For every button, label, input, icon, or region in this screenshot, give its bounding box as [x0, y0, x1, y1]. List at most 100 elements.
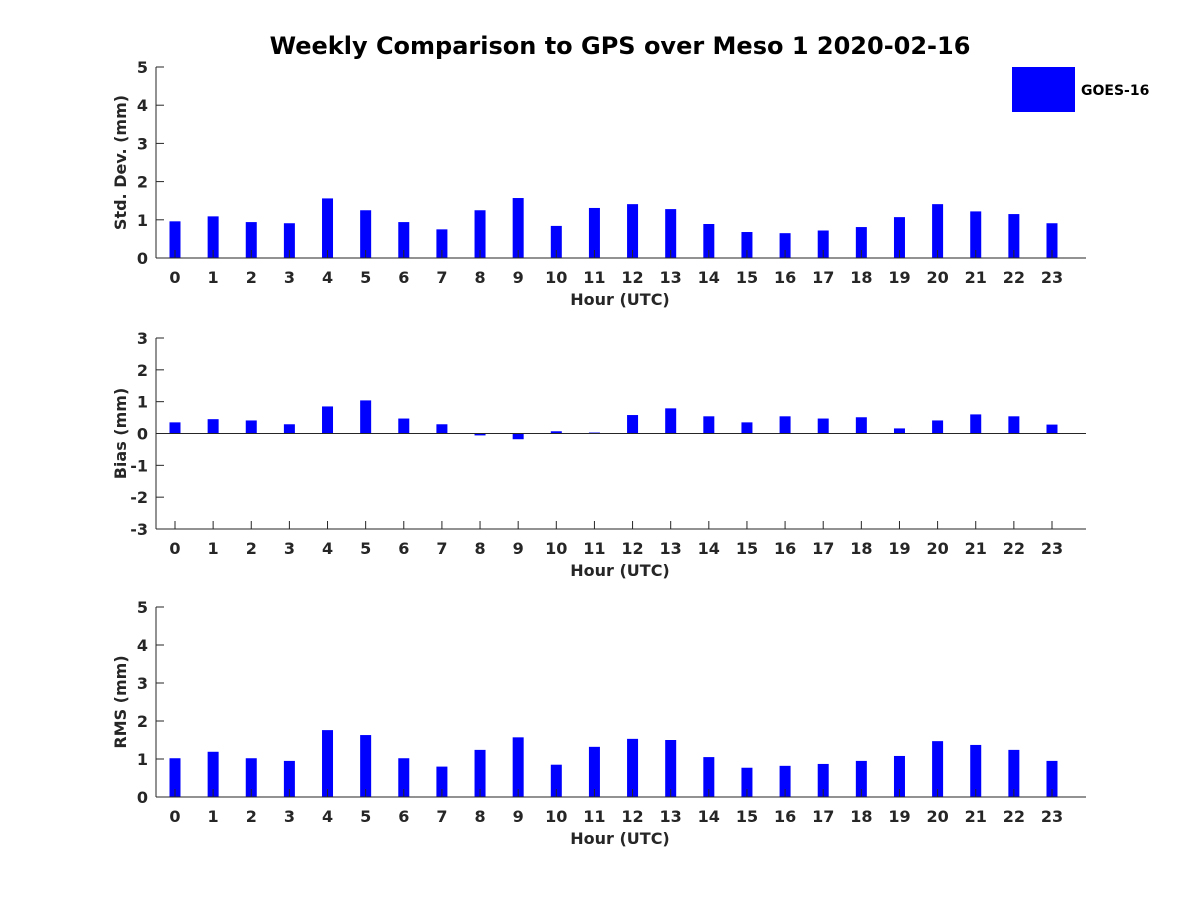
std-dev-y-tick-label: 3 [137, 134, 148, 153]
rms-x-tick-label: 8 [474, 807, 485, 826]
rms-bar [322, 730, 334, 797]
rms-bar [932, 741, 944, 797]
std-dev-x-tick-label: 20 [926, 268, 948, 287]
std-dev-bar [322, 198, 334, 258]
rms-x-tick-label: 20 [926, 807, 948, 826]
rms-x-tick-label: 9 [513, 807, 524, 826]
rms-x-tick-label: 12 [621, 807, 643, 826]
rms-bar [169, 758, 181, 797]
std-dev-x-tick-label: 16 [774, 268, 796, 287]
rms-x-tick-label: 19 [888, 807, 910, 826]
bias-x-tick-label: 17 [812, 539, 834, 558]
rms-x-tick-label: 15 [736, 807, 758, 826]
bias-x-tick-label: 2 [246, 539, 257, 558]
bias-bar [1008, 416, 1020, 434]
std-dev-bar [1046, 223, 1058, 258]
std-dev-x-tick-label: 7 [436, 268, 447, 287]
std-dev-x-tick-label: 13 [660, 268, 682, 287]
std-dev-x-tick-label: 17 [812, 268, 834, 287]
bias-x-tick-label: 0 [169, 539, 180, 558]
rms-x-tick-label: 11 [583, 807, 605, 826]
rms-bar [817, 763, 829, 797]
std-dev-x-tick-label: 23 [1041, 268, 1063, 287]
std-dev-y-tick-label: 2 [137, 173, 148, 192]
rms-y-tick-label: 4 [137, 636, 148, 655]
bias-bar [245, 420, 257, 434]
rms-x-tick-label: 0 [169, 807, 180, 826]
rms-bar [1008, 749, 1020, 797]
rms-x-tick-label: 16 [774, 807, 796, 826]
figure-title: Weekly Comparison to GPS over Meso 1 202… [270, 32, 971, 60]
rms-x-tick-label: 6 [398, 807, 409, 826]
std-dev-bar [169, 221, 181, 258]
std-dev-bar [703, 224, 715, 258]
bias-x-tick-label: 6 [398, 539, 409, 558]
std-dev-bar [1008, 214, 1020, 258]
rms-x-tick-label: 1 [208, 807, 219, 826]
bias-x-tick-label: 15 [736, 539, 758, 558]
std-dev-bar [550, 225, 562, 258]
bias-x-tick-label: 8 [474, 539, 485, 558]
bias-bar [817, 418, 829, 434]
rms-bar [970, 744, 982, 797]
rms-bar [398, 758, 410, 797]
bias-x-tick-label: 14 [698, 539, 720, 558]
bias-x-tick-label: 10 [545, 539, 567, 558]
bias-bar [512, 433, 524, 440]
bias-bar [665, 408, 677, 434]
std-dev-x-tick-label: 10 [545, 268, 567, 287]
bias-y-tick-label: -2 [130, 488, 148, 507]
bias-y-tick-label: 0 [137, 425, 148, 444]
rms-y-tick-label: 2 [137, 712, 148, 731]
bias-bar [322, 406, 334, 434]
bias-bar [169, 422, 181, 434]
rms-bar [436, 766, 448, 797]
legend-swatch [1012, 67, 1075, 112]
std-dev-x-tick-label: 19 [888, 268, 910, 287]
std-dev-y-tick-label: 0 [137, 249, 148, 268]
std-dev-bar [817, 230, 829, 258]
bias-x-tick-label: 22 [1003, 539, 1025, 558]
bias-bar [970, 414, 982, 434]
std-dev-bar [207, 216, 219, 258]
rms-bar [779, 765, 791, 797]
std-dev-bar [474, 210, 486, 258]
bias-x-tick-label: 19 [888, 539, 910, 558]
rms-bar [741, 767, 753, 797]
rms-x-tick-label: 21 [965, 807, 987, 826]
rms-x-tick-label: 18 [850, 807, 872, 826]
std-dev-bar [665, 209, 677, 258]
bias-x-tick-label: 7 [436, 539, 447, 558]
std-dev-x-tick-label: 14 [698, 268, 720, 287]
bias-x-tick-label: 3 [284, 539, 295, 558]
std-dev-x-tick-label: 5 [360, 268, 371, 287]
std-dev-bar [970, 211, 982, 258]
bias-x-tick-label: 20 [926, 539, 948, 558]
rms-y-tick-label: 5 [137, 598, 148, 617]
std-dev-x-tick-label: 0 [169, 268, 180, 287]
bias-y-tick-label: -3 [130, 520, 148, 539]
rms-bar [588, 746, 600, 797]
bias-x-tick-label: 11 [583, 539, 605, 558]
bias-y-tick-label: 2 [137, 361, 148, 380]
rms-x-axis-label: Hour (UTC) [570, 829, 670, 848]
bias-bar [283, 424, 295, 434]
std-dev-x-tick-label: 11 [583, 268, 605, 287]
bias-bar [436, 424, 448, 434]
rms-x-tick-label: 10 [545, 807, 567, 826]
rms-x-tick-label: 7 [436, 807, 447, 826]
bias-bar [360, 400, 372, 434]
std-dev-x-tick-label: 18 [850, 268, 872, 287]
rms-x-tick-label: 3 [284, 807, 295, 826]
bias-bar [855, 417, 867, 434]
bias-x-tick-label: 1 [208, 539, 219, 558]
bias-x-tick-label: 16 [774, 539, 796, 558]
std-dev-x-tick-label: 21 [965, 268, 987, 287]
std-dev-y-tick-label: 4 [137, 96, 148, 115]
bias-bar [893, 428, 905, 434]
std-dev-bar [245, 222, 257, 258]
legend: GOES-16 [1012, 67, 1149, 112]
legend-label: GOES-16 [1081, 83, 1149, 99]
